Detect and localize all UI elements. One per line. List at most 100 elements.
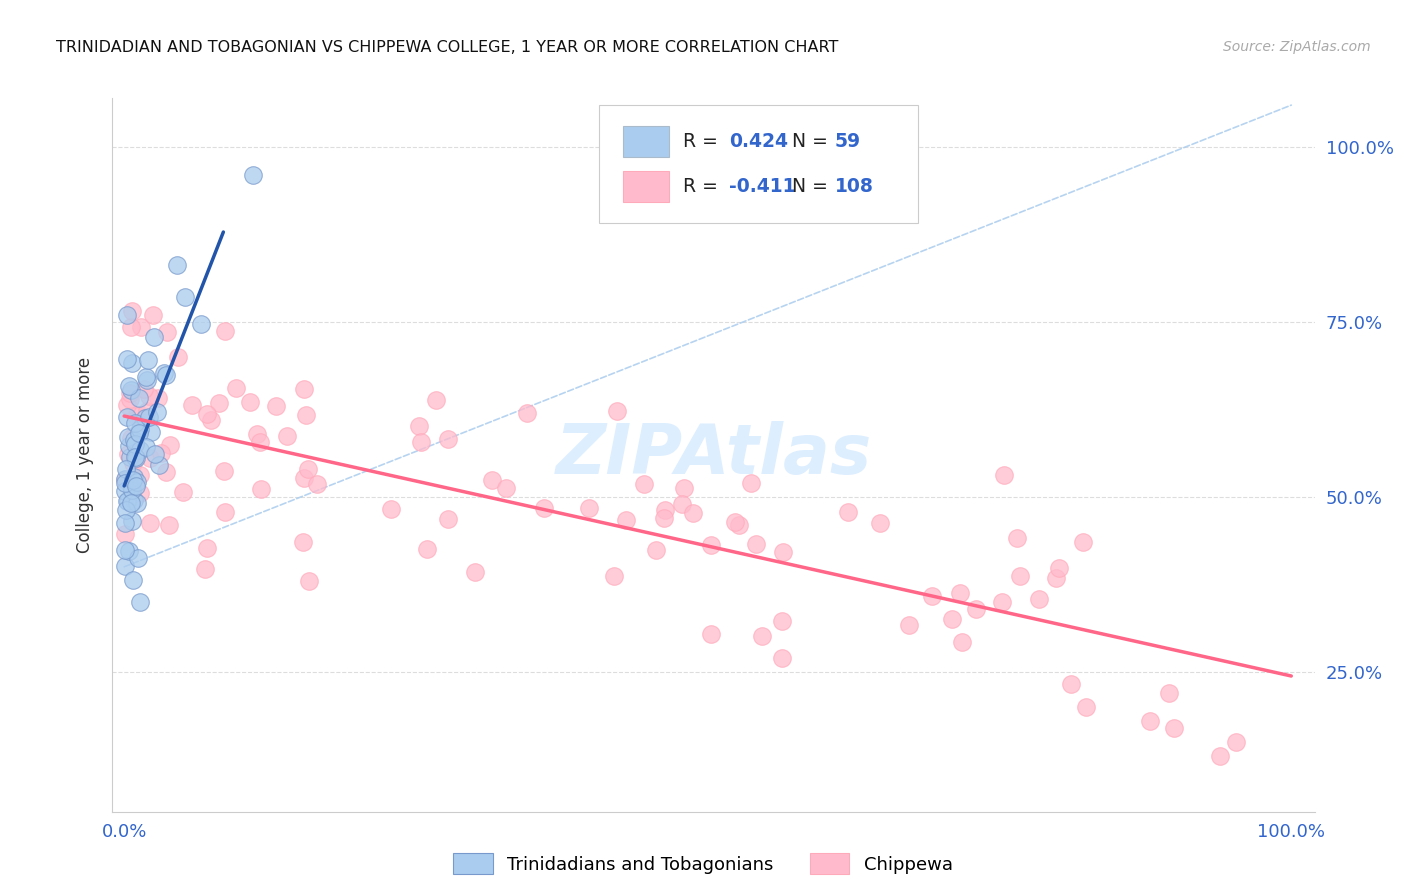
Point	[682, 506, 704, 520]
Point	[120, 385, 142, 400]
Point	[155, 326, 177, 340]
Point	[124, 450, 146, 464]
Point	[139, 450, 162, 465]
Point	[124, 416, 146, 430]
Point	[921, 589, 943, 603]
Point	[297, 461, 319, 475]
FancyBboxPatch shape	[599, 105, 918, 223]
Point	[1209, 748, 1232, 763]
FancyBboxPatch shape	[623, 126, 669, 157]
Point	[740, 475, 762, 490]
Point	[114, 542, 136, 557]
Point	[138, 352, 160, 367]
Point	[146, 404, 169, 418]
Point	[200, 413, 222, 427]
Point	[212, 463, 235, 477]
Point	[633, 477, 655, 491]
Point	[1005, 532, 1028, 546]
Point	[264, 400, 287, 414]
Point	[125, 479, 148, 493]
Point	[136, 373, 159, 387]
Point	[305, 476, 328, 491]
Point	[652, 510, 675, 524]
Point	[153, 366, 176, 380]
Point	[121, 483, 143, 497]
Point	[120, 480, 142, 494]
Point	[172, 484, 194, 499]
Point	[409, 434, 432, 449]
Text: R =: R =	[683, 132, 724, 151]
Point	[136, 403, 159, 417]
Point	[117, 429, 139, 443]
Point	[135, 370, 157, 384]
Point	[129, 442, 152, 457]
Point	[298, 574, 321, 588]
Point	[673, 482, 696, 496]
Point	[645, 542, 668, 557]
Point	[1008, 569, 1031, 583]
Text: N =: N =	[792, 132, 834, 151]
Point	[174, 290, 197, 304]
Point	[195, 541, 218, 556]
Point	[129, 595, 152, 609]
Point	[115, 410, 138, 425]
Text: 59: 59	[835, 132, 860, 151]
Point	[115, 494, 138, 508]
Point	[148, 458, 170, 472]
Point	[408, 418, 430, 433]
Point	[481, 473, 503, 487]
Point	[124, 437, 146, 451]
Point	[120, 450, 142, 464]
Point	[138, 516, 160, 531]
Text: 0.424: 0.424	[730, 132, 789, 151]
Point	[180, 398, 202, 412]
Point	[128, 426, 150, 441]
Point	[167, 350, 190, 364]
FancyBboxPatch shape	[623, 171, 669, 202]
Point	[437, 512, 460, 526]
Point	[1047, 561, 1070, 575]
Text: -0.411: -0.411	[730, 178, 796, 196]
Point	[114, 527, 136, 541]
Point	[115, 351, 138, 366]
Y-axis label: College, 1 year or more: College, 1 year or more	[76, 357, 94, 553]
Point	[124, 450, 146, 465]
Point	[416, 542, 439, 557]
Point	[425, 392, 447, 407]
Point	[128, 408, 150, 422]
Text: Source: ZipAtlas.com: Source: ZipAtlas.com	[1223, 40, 1371, 54]
Point	[127, 496, 149, 510]
Point	[1163, 721, 1185, 735]
Point	[965, 602, 987, 616]
Point	[120, 383, 142, 397]
Point	[214, 324, 236, 338]
Point	[276, 429, 298, 443]
Point	[950, 635, 973, 649]
Point	[671, 497, 693, 511]
Point	[654, 502, 676, 516]
Point	[699, 627, 721, 641]
Text: TRINIDADIAN AND TOBAGONIAN VS CHIPPEWA COLLEGE, 1 YEAR OR MORE CORRELATION CHART: TRINIDADIAN AND TOBAGONIAN VS CHIPPEWA C…	[56, 40, 838, 55]
Point	[772, 545, 794, 559]
Point	[143, 329, 166, 343]
Point	[464, 565, 486, 579]
Point	[117, 447, 139, 461]
Point	[114, 558, 136, 573]
Point	[225, 381, 247, 395]
Point	[138, 388, 160, 402]
Point	[190, 317, 212, 331]
Point	[138, 409, 160, 424]
Point	[142, 309, 165, 323]
Point	[114, 473, 136, 487]
Point	[246, 427, 269, 442]
Point	[516, 406, 538, 420]
Point	[727, 518, 749, 533]
Point	[990, 595, 1012, 609]
Point	[745, 537, 768, 551]
Text: ZIPAtlas: ZIPAtlas	[555, 421, 872, 489]
Point	[120, 496, 142, 510]
Point	[214, 505, 236, 519]
Point	[533, 500, 555, 515]
Point	[837, 505, 859, 519]
Point	[380, 502, 402, 516]
